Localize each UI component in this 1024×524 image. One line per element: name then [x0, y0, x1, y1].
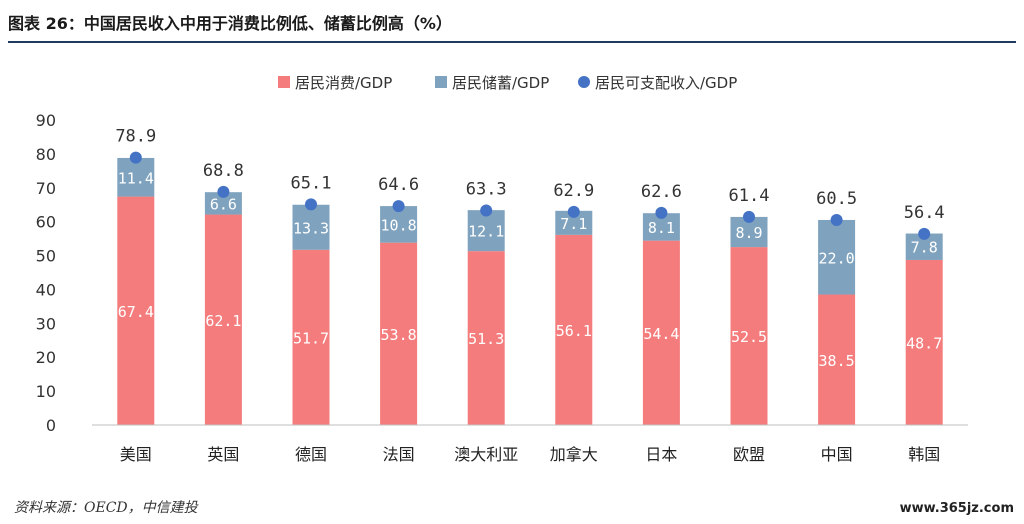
consumption-data-label: 51.7: [293, 329, 329, 347]
income-point: [305, 198, 317, 211]
income-point: [567, 205, 580, 218]
savings-bar: [380, 206, 418, 243]
consumption-bar: [380, 242, 418, 425]
savings-data-label: 22.0: [819, 249, 855, 267]
income-data-label: 63.3: [466, 179, 507, 199]
savings-data-label: 7.1: [560, 215, 587, 233]
y-tick-label: 0: [46, 416, 56, 435]
legend-bar-swatch: [435, 76, 447, 88]
savings-data-label: 8.1: [648, 219, 675, 237]
x-tick-label: 韩国: [908, 445, 940, 464]
consumption-bar: [117, 196, 155, 425]
x-axis: 美国 英国 德国 法国 澳大利亚 加拿大 日本 欧盟 中国 韩国: [92, 424, 968, 464]
income-data-label: 64.6: [378, 175, 419, 195]
consumption-bar: [467, 251, 505, 425]
income-data-label: 62.9: [553, 181, 594, 201]
consumption-data-label: 56.1: [556, 322, 592, 340]
y-tick-label: 90: [36, 111, 56, 130]
savings-bar: [818, 219, 856, 295]
consumption-bar: [818, 294, 856, 425]
y-tick-label: 20: [36, 348, 56, 367]
y-tick-label: 80: [36, 145, 56, 164]
income-data-label: 68.8: [203, 161, 244, 181]
watermark: www.365jz.com: [899, 501, 1014, 516]
income-data-label: 60.5: [816, 189, 857, 209]
consumption-data-label: 38.5: [819, 352, 855, 370]
consumption-data-label: 53.8: [381, 326, 417, 344]
income-data-label: 56.4: [904, 203, 945, 223]
y-tick-label: 10: [36, 382, 56, 401]
consumption-data-label: 52.5: [731, 328, 767, 346]
income-data-label: 62.6: [641, 182, 682, 202]
legend: 居民消费/GDP 居民储蓄/GDP 居民可支配收入/GDP: [278, 74, 737, 92]
legend-point-swatch: [578, 76, 590, 88]
bars: 67.4 11.4 78.9 62.1 6.6 68.8 51.7 13.3 65.1 53.8 1…: [115, 127, 945, 425]
savings-bar: [204, 192, 242, 215]
savings-bar: [467, 210, 505, 252]
consumption-bar: [730, 247, 768, 425]
savings-data-label: 12.1: [468, 223, 504, 241]
x-tick-label: 欧盟: [733, 445, 765, 464]
consumption-bar: [204, 214, 242, 425]
savings-data-label: 10.8: [381, 216, 417, 234]
income-point: [217, 185, 230, 198]
consumption-data-label: 62.1: [205, 312, 241, 330]
savings-data-label: 13.3: [293, 219, 329, 237]
income-point: [129, 151, 142, 164]
consumption-bar: [642, 240, 680, 425]
consumption-bar: [555, 234, 593, 425]
legend-entry: 居民可支配收入/GDP: [595, 74, 737, 92]
income-point: [743, 210, 755, 223]
savings-data-label: 11.4: [118, 169, 154, 187]
x-tick-label: 英国: [207, 445, 239, 464]
y-axis: 0 10 20 30 40 50 60 70 80 90: [36, 111, 56, 435]
consumption-data-label: 54.4: [643, 325, 679, 343]
consumption-bar: [292, 249, 330, 425]
y-tick-label: 40: [36, 280, 56, 299]
title-rule: [8, 41, 1016, 43]
income-point: [392, 200, 405, 213]
income-point: [480, 204, 493, 217]
x-tick-label: 加拿大: [550, 445, 598, 464]
income-data-label: 78.9: [115, 127, 156, 147]
income-point: [918, 227, 931, 240]
consumption-data-label: 67.4: [118, 303, 154, 321]
x-tick-label: 德国: [295, 445, 327, 464]
income-point: [655, 206, 668, 219]
savings-data-label: 6.6: [210, 195, 237, 213]
legend-entry: 居民消费/GDP: [295, 74, 392, 92]
consumption-bar: [905, 259, 943, 425]
source-note: 资料来源：OECD，中信建投: [14, 500, 198, 516]
savings-data-label: 8.9: [735, 224, 762, 242]
y-tick-label: 70: [36, 179, 56, 198]
x-tick-label: 美国: [120, 445, 152, 464]
consumption-data-label: 48.7: [906, 334, 942, 352]
figure-title: 图表 26：中国居民收入中用于消费比例低、储蓄比例高（%）: [8, 14, 452, 33]
savings-bar: [292, 204, 330, 250]
savings-bar: [117, 157, 155, 197]
income-data-label: 65.1: [291, 173, 332, 193]
y-tick-label: 50: [36, 247, 56, 266]
x-tick-label: 中国: [821, 445, 853, 464]
income-point: [830, 213, 843, 226]
y-tick-label: 60: [36, 213, 56, 232]
savings-data-label: 7.8: [911, 239, 938, 257]
y-tick-label: 30: [36, 314, 56, 333]
consumption-data-label: 51.3: [468, 330, 504, 348]
legend-entry: 居民储蓄/GDP: [452, 74, 549, 92]
legend-bar-swatch: [278, 76, 290, 88]
income-data-label: 61.4: [729, 186, 770, 206]
x-tick-label: 澳大利亚: [454, 445, 518, 464]
x-tick-label: 法国: [383, 445, 415, 464]
x-tick-label: 日本: [645, 445, 677, 464]
